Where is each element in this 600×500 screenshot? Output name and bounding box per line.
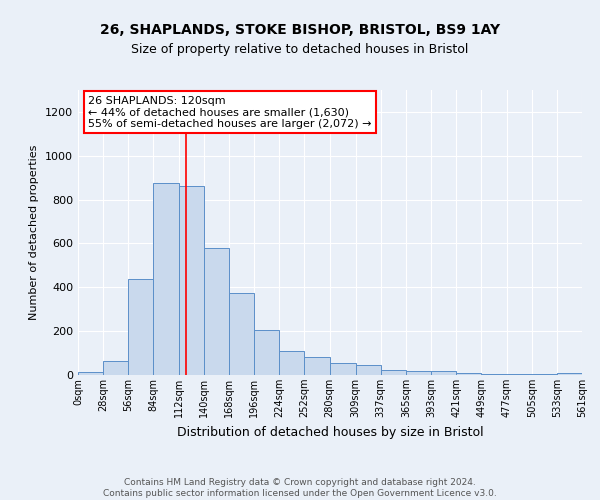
Bar: [356, 366, 381, 375]
Text: 26, SHAPLANDS, STOKE BISHOP, BRISTOL, BS9 1AY: 26, SHAPLANDS, STOKE BISHOP, BRISTOL, BS…: [100, 22, 500, 36]
Bar: [381, 370, 406, 375]
Text: Contains HM Land Registry data © Crown copyright and database right 2024.
Contai: Contains HM Land Registry data © Crown c…: [103, 478, 497, 498]
Bar: [204, 248, 229, 375]
Bar: [329, 362, 356, 375]
Bar: [431, 372, 456, 375]
Bar: [406, 372, 431, 375]
Bar: [481, 374, 506, 375]
Bar: [179, 186, 204, 375]
Bar: [304, 357, 329, 375]
Bar: [103, 361, 128, 375]
Bar: [557, 373, 582, 375]
Bar: [78, 372, 103, 375]
Y-axis label: Number of detached properties: Number of detached properties: [29, 145, 40, 320]
X-axis label: Distribution of detached houses by size in Bristol: Distribution of detached houses by size …: [176, 426, 484, 438]
Bar: [229, 293, 254, 375]
Bar: [254, 330, 279, 375]
Text: 26 SHAPLANDS: 120sqm
← 44% of detached houses are smaller (1,630)
55% of semi-de: 26 SHAPLANDS: 120sqm ← 44% of detached h…: [88, 96, 371, 129]
Bar: [456, 374, 481, 375]
Bar: [128, 279, 154, 375]
Text: Size of property relative to detached houses in Bristol: Size of property relative to detached ho…: [131, 42, 469, 56]
Bar: [532, 374, 557, 375]
Bar: [506, 374, 532, 375]
Bar: [154, 182, 179, 375]
Bar: [279, 351, 304, 375]
